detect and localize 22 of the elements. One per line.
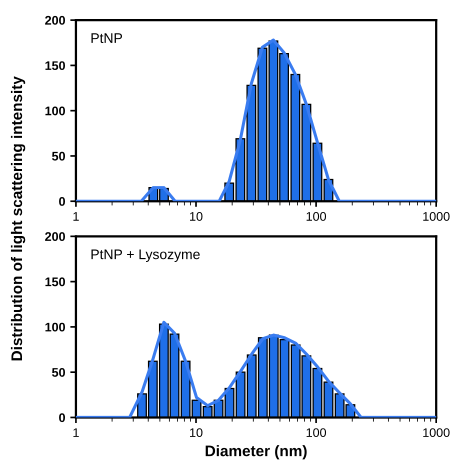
text: PtNP + Lysozyme bbox=[91, 250, 200, 262]
x-tick-label: 1000 bbox=[423, 428, 450, 438]
y-tick-label: 200 bbox=[45, 16, 66, 25]
x-tick-label: 1000 bbox=[423, 212, 450, 221]
y-tick-label: 100 bbox=[45, 322, 66, 332]
y-tick-label: 0 bbox=[59, 197, 66, 206]
y-tick-label: 150 bbox=[45, 61, 66, 70]
x-tick-label: 100 bbox=[306, 428, 326, 438]
y-tick-label: 0 bbox=[59, 413, 66, 422]
y-tick-label: 50 bbox=[52, 368, 66, 377]
x-tick-label: 100 bbox=[306, 212, 326, 221]
y-tick-label: 150 bbox=[45, 277, 66, 286]
y-tick-label: 50 bbox=[52, 152, 66, 161]
x-tick-label: 10 bbox=[190, 428, 202, 438]
x-tick-label: 1 bbox=[73, 212, 79, 221]
y-axis-title: Distribution of light scattering intensity bbox=[10, 76, 26, 360]
x-tick-label: 10 bbox=[190, 212, 202, 221]
x-tick-label: 1 bbox=[73, 428, 79, 437]
text: PtNP bbox=[91, 33, 122, 43]
x-axis-title: Diameter (nm) bbox=[206, 445, 307, 460]
y-tick-label: 100 bbox=[45, 106, 66, 116]
y-tick-label: 200 bbox=[45, 232, 66, 241]
